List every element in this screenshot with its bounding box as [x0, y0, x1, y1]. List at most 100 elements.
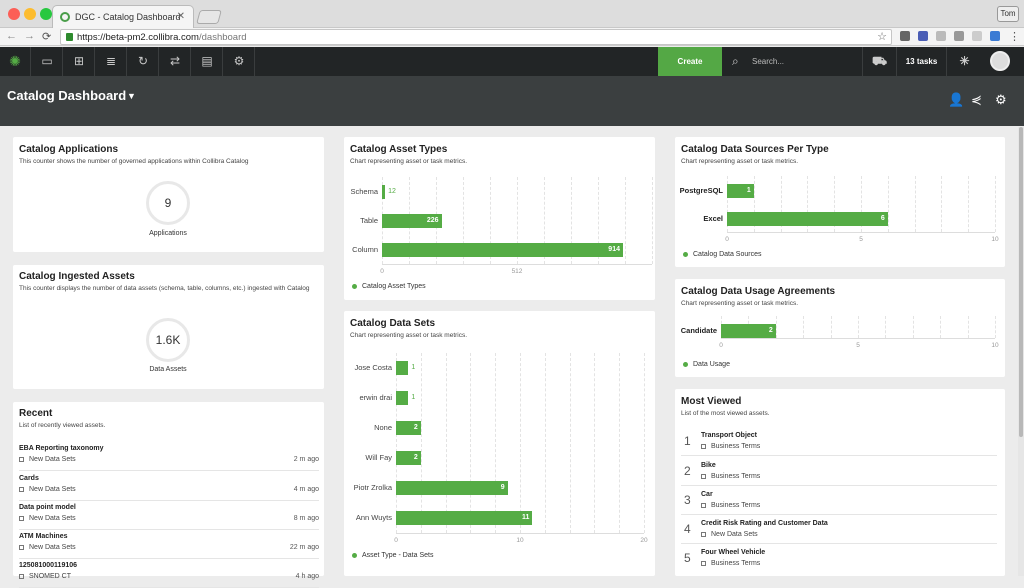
bar[interactable]: 1: [727, 184, 754, 198]
extension-icon[interactable]: [936, 31, 946, 41]
bar[interactable]: 6: [727, 212, 888, 226]
create-button[interactable]: Create: [658, 47, 722, 76]
extension-icon[interactable]: [972, 31, 982, 41]
bar[interactable]: 2: [396, 421, 421, 435]
gridline: [625, 177, 626, 264]
gridline: [520, 353, 521, 533]
browser-menu-icon[interactable]: ⋮: [1009, 31, 1020, 43]
tasks-button[interactable]: 13 tasks: [896, 47, 946, 76]
counter-value[interactable]: 1.6K: [146, 318, 190, 362]
search-input[interactable]: ⌕ Search...: [724, 47, 862, 76]
extension-icon[interactable]: [918, 31, 928, 41]
bar-label: Will Fay: [365, 453, 392, 462]
bar-value: 11: [521, 514, 530, 521]
counter-value[interactable]: 9: [146, 181, 190, 225]
gridline: [803, 316, 805, 338]
bar[interactable]: 11: [396, 511, 533, 525]
page-scrollbar[interactable]: [1018, 127, 1024, 576]
catalog-icon[interactable]: ▭: [32, 47, 63, 76]
item-title: Bike: [701, 462, 716, 469]
bar-value: 2: [413, 454, 418, 461]
database-icon[interactable]: ≣: [96, 47, 127, 76]
share-icon[interactable]: ⋞: [971, 92, 982, 107]
gridline: [807, 176, 809, 232]
item-type: New Data Sets: [19, 515, 76, 522]
item-age: 8 m ago: [293, 515, 319, 522]
asset-type-icon: [19, 544, 24, 550]
collibra-logo-icon[interactable]: ✺: [0, 47, 31, 76]
bookmark-star-icon[interactable]: ☆: [877, 31, 887, 43]
x-tick-label: 10: [516, 537, 524, 544]
card-subtitle: Chart representing asset or task metrics…: [681, 158, 799, 165]
hierarchy-icon[interactable]: ⊞: [64, 47, 95, 76]
lineage-icon[interactable]: ⇄: [160, 47, 191, 76]
card-title: Most Viewed: [681, 396, 742, 407]
reports-icon[interactable]: ▤: [192, 47, 223, 76]
extension-icon[interactable]: [954, 31, 964, 41]
chart-legend[interactable]: Catalog Asset Types: [352, 283, 426, 290]
gridline: [967, 316, 969, 338]
close-window-icon[interactable]: [8, 8, 20, 20]
bar[interactable]: 2: [396, 451, 421, 465]
browser-user-button[interactable]: Tom: [997, 6, 1019, 22]
new-tab-button[interactable]: [196, 10, 222, 24]
list-item[interactable]: 1 Transport Object Business Terms: [681, 427, 997, 456]
browser-tab[interactable]: DGC - Catalog Dashboard ✕: [52, 5, 194, 28]
maximize-window-icon[interactable]: [40, 8, 52, 20]
x-tick-label: 0: [394, 537, 398, 544]
page-title[interactable]: Catalog Dashboard: [7, 88, 127, 103]
activity-icon[interactable]: ✳: [946, 47, 982, 76]
scrollbar-thumb[interactable]: [1019, 127, 1023, 437]
bar[interactable]: 12: [382, 185, 396, 199]
chart-legend[interactable]: Catalog Data Sources: [683, 251, 761, 258]
settings-icon[interactable]: ⚙: [995, 92, 1007, 107]
gridline: [995, 316, 996, 338]
list-item[interactable]: 125081000119106 SNOMED CT 4 h ago: [19, 558, 319, 588]
settings-icon[interactable]: ⚙: [224, 47, 255, 76]
item-type: New Data Sets: [701, 531, 758, 538]
minimize-window-icon[interactable]: [24, 8, 36, 20]
gridline: [463, 177, 464, 264]
list-item[interactable]: 3 Car Business Terms: [681, 486, 997, 515]
avatar[interactable]: [990, 51, 1010, 71]
chevron-down-icon[interactable]: ▼: [127, 91, 136, 101]
asset-type-icon: [701, 560, 706, 566]
close-tab-icon[interactable]: ✕: [176, 11, 185, 22]
counter-label: Applications: [149, 230, 187, 237]
x-tick-label: 0: [719, 342, 723, 349]
forward-icon[interactable]: →: [24, 30, 35, 42]
asset-type-icon: [19, 515, 24, 521]
list-item[interactable]: 4 Credit Risk Rating and Customer Data N…: [681, 515, 997, 544]
workflow-icon[interactable]: ↻: [128, 47, 159, 76]
bar[interactable]: 914: [382, 243, 623, 257]
gridline: [834, 176, 836, 232]
bar-value: 1: [411, 364, 416, 371]
list-item[interactable]: Data point model New Data Sets 8 m ago: [19, 500, 319, 530]
item-title: Data point model: [19, 504, 76, 511]
url-input[interactable]: https://beta-pm2.collibra.com/dashboard …: [60, 29, 892, 45]
bar[interactable]: 1: [396, 361, 415, 375]
list-item[interactable]: ATM Machines New Data Sets 22 m ago: [19, 529, 319, 559]
bar-label: Schema: [350, 187, 378, 196]
chart-legend[interactable]: Asset Type - Data Sets: [352, 552, 433, 559]
legend-dot-icon: [352, 552, 357, 558]
gridline: [495, 353, 497, 533]
list-item[interactable]: 5 Four Wheel Vehicle Business Terms: [681, 544, 997, 573]
item-title: ATM Machines: [19, 533, 68, 540]
bar[interactable]: 1: [396, 391, 415, 405]
user-icon[interactable]: 👤: [948, 92, 965, 107]
list-item[interactable]: 2 Bike Business Terms: [681, 457, 997, 486]
bar[interactable]: 226: [382, 214, 442, 228]
extension-icon[interactable]: [900, 31, 910, 41]
list-item[interactable]: Cards New Data Sets 4 m ago: [19, 471, 319, 501]
back-icon[interactable]: ←: [6, 30, 17, 42]
search-icon: ⌕: [732, 54, 739, 68]
bar[interactable]: 2: [721, 324, 776, 338]
x-tick-label: 20: [640, 537, 648, 544]
basket-icon[interactable]: ⛟: [862, 47, 896, 76]
extension-icon[interactable]: [990, 31, 1000, 41]
chart-legend[interactable]: Data Usage: [683, 361, 730, 368]
reload-icon[interactable]: ⟳: [42, 31, 52, 43]
bar[interactable]: 9: [396, 481, 508, 495]
list-item[interactable]: EBA Reporting taxonomy New Data Sets 2 m…: [19, 441, 319, 471]
